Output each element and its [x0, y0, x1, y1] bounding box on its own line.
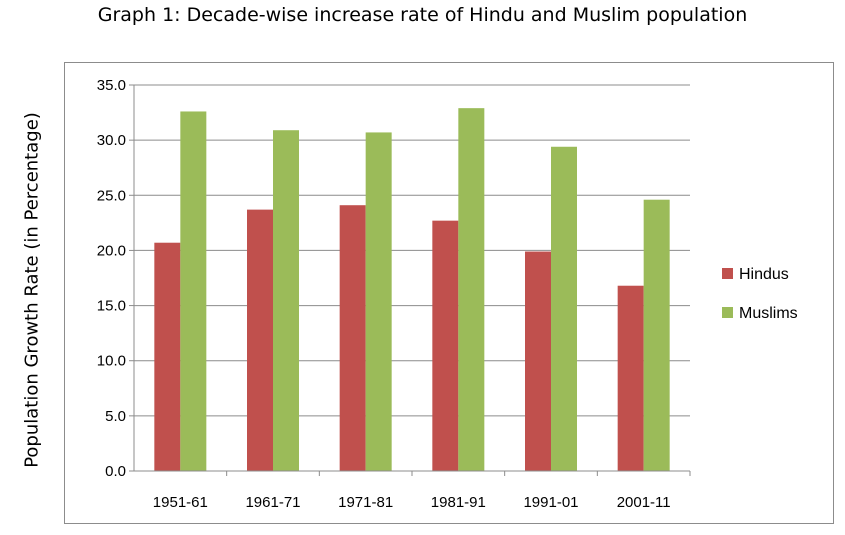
- bar-hindus-1971-81: [339, 205, 366, 471]
- y-tick-label: 35.0: [97, 77, 126, 94]
- x-tick-label: 1991-01: [523, 494, 578, 511]
- legend-label-hindus: Hindus: [739, 266, 789, 283]
- bar-hindus-2001-11: [617, 285, 644, 471]
- bar-muslims-1951-61: [180, 111, 207, 472]
- y-tick-label: 30.0: [97, 132, 126, 149]
- x-tick-label: 1961-71: [245, 494, 300, 511]
- bar-muslims-1961-71: [273, 130, 299, 471]
- y-tick-label: 10.0: [97, 353, 126, 370]
- bar-muslims-2001-11: [643, 199, 670, 471]
- y-tick-label: 5.0: [105, 408, 126, 425]
- x-tick-label: 2001-11: [617, 494, 671, 511]
- y-tick-label: 25.0: [97, 187, 126, 204]
- x-tick-label: 1981-91: [431, 494, 486, 511]
- bar-hindus-1961-71: [247, 209, 273, 471]
- bar-muslims-1971-81: [365, 132, 392, 471]
- y-tick-label: 20.0: [97, 242, 126, 259]
- chart-frame: [64, 62, 834, 524]
- bar-muslims-1991-01: [551, 146, 577, 471]
- axes: [129, 84, 691, 476]
- bar-hindus-1981-91: [432, 220, 459, 471]
- x-tick-labels: 1951-61 1961-71 1971-81 1981-91 1991-01 2001-…: [153, 494, 671, 511]
- gridlines: [134, 84, 690, 417]
- bar-hindus-1951-61: [154, 242, 181, 471]
- legend-swatch-hindus: [722, 268, 733, 279]
- bars: [154, 108, 670, 472]
- legend-label-muslims: Muslims: [739, 305, 798, 322]
- legend: Hindus Muslims: [722, 266, 798, 322]
- y-tick-labels: 0.0 5.0 10.0 15.0 20.0 25.0 30.0 35.0: [97, 77, 126, 480]
- legend-swatch-muslims: [722, 307, 733, 318]
- x-tick-label: 1951-61: [153, 494, 208, 511]
- y-tick-label: 0.0: [105, 463, 126, 480]
- chart-title: Graph 1: Decade-wise increase rate of Hi…: [97, 4, 748, 26]
- x-tick-label: 1971-81: [338, 494, 393, 511]
- bar-muslims-1981-91: [458, 108, 485, 471]
- bar-hindus-1991-01: [525, 251, 551, 471]
- y-tick-label: 15.0: [97, 298, 126, 315]
